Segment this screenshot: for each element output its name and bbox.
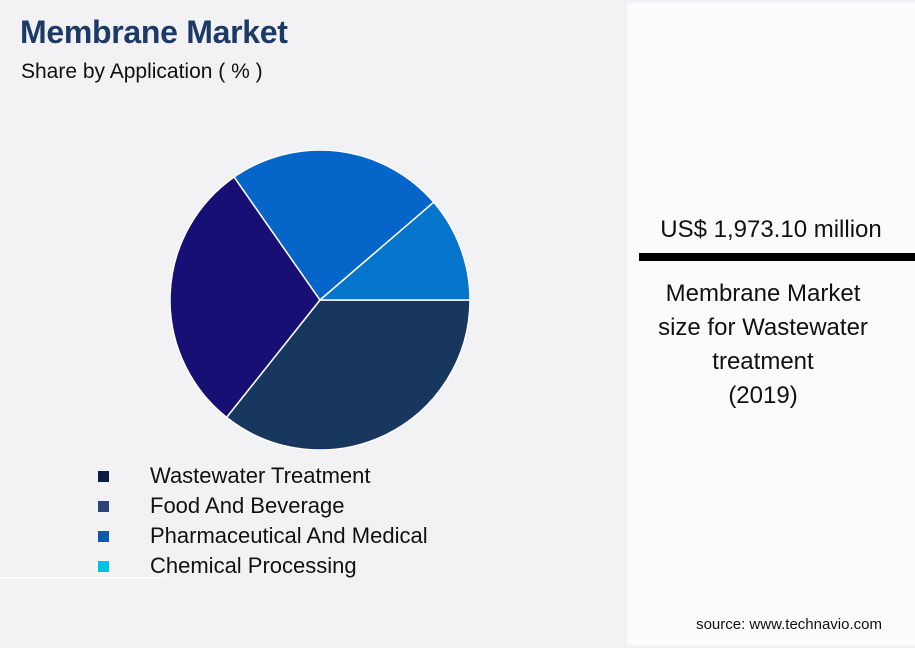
- info-panel: US$ 1,973.10 million Membrane Market siz…: [627, 3, 915, 645]
- source-credit: source: www.technavio.com: [696, 616, 882, 633]
- legend: Wastewater Treatment Food And Beverage P…: [98, 461, 428, 581]
- legend-label: Food And Beverage: [150, 493, 345, 518]
- description-line: size for Wastewater: [658, 314, 868, 341]
- legend-item-food: Food And Beverage: [98, 491, 428, 521]
- legend-swatch-icon: [98, 500, 109, 512]
- divider-rule: [639, 253, 915, 261]
- legend-label: Wastewater Treatment: [150, 463, 371, 488]
- market-description: Membrane Market size for Wastewater trea…: [627, 277, 899, 413]
- market-value: US$ 1,973.10 million: [660, 216, 882, 243]
- chart-title: Membrane Market: [20, 14, 288, 50]
- legend-item-wastewater: Wastewater Treatment: [98, 461, 428, 491]
- legend-item-chemical: Chemical Processing: [98, 551, 428, 581]
- pie-slice-3: [317, 201, 470, 301]
- legend-label: Pharmaceutical And Medical: [150, 523, 428, 548]
- legend-item-pharma: Pharmaceutical And Medical: [98, 521, 428, 551]
- description-line: (2019): [728, 382, 798, 409]
- pie-slice-0: [225, 299, 470, 450]
- pie-slice-1: [170, 175, 321, 419]
- pie-chart: [170, 150, 470, 450]
- legend-swatch-icon: [98, 530, 109, 542]
- description-line: Membrane Market: [665, 280, 861, 307]
- legend-swatch-icon: [98, 560, 109, 572]
- legend-swatch-icon: [98, 470, 109, 482]
- description-line: treatment: [712, 348, 814, 375]
- divider: [0, 577, 165, 578]
- chart-subtitle: Share by Application ( % ): [21, 60, 263, 83]
- legend-label: Chemical Processing: [150, 553, 357, 578]
- pie-slice-2: [233, 150, 435, 302]
